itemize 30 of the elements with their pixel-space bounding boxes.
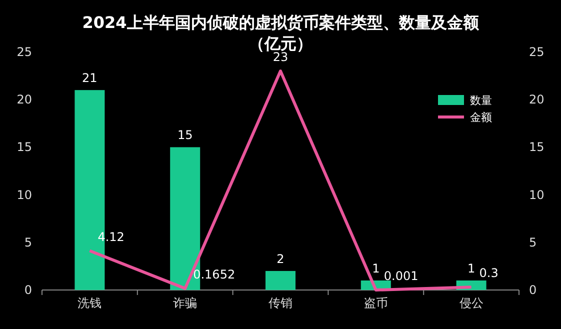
y2-tick-label: 15 (529, 140, 544, 154)
y-tick-label: 0 (24, 283, 32, 297)
data-label: 2 (276, 252, 284, 266)
y-tick-label: 20 (16, 92, 32, 107)
y2-tick-label: 20 (529, 92, 544, 107)
y-tick-label: 15 (16, 140, 32, 154)
legend-label: 金额 (470, 111, 492, 124)
x-tick-label: 盗币 (364, 296, 388, 310)
y2-tick-label: 10 (529, 188, 544, 202)
y2-tick-label: 0 (529, 283, 537, 297)
chart-title: 2024上半年国内侦破的虚拟货币案件类型、数量及金额 (82, 13, 480, 32)
x-tick-label: 诈骗 (173, 296, 198, 310)
data-label: 1 (467, 261, 476, 276)
y-tick-label: 5 (24, 235, 32, 250)
x-tick-label: 洗钱 (78, 296, 102, 310)
y2-tick-label: 5 (529, 235, 537, 250)
x-tick-label: 传销 (268, 296, 292, 310)
y2-tick-label: 25 (529, 45, 544, 59)
chart-subtitle: （亿元） (248, 34, 312, 53)
data-label: 0.001 (384, 268, 418, 283)
data-label: 0.3 (479, 266, 498, 280)
x-tick-label: 侵公 (459, 296, 484, 310)
data-label: 15 (177, 128, 193, 142)
bar (266, 270, 296, 290)
data-label: 1 (372, 261, 380, 276)
data-label: 23 (272, 50, 288, 64)
y-tick-label: 10 (16, 188, 32, 202)
legend-label: 数量 (470, 94, 492, 107)
y-tick-label: 25 (16, 45, 32, 59)
data-label: 21 (82, 71, 98, 86)
